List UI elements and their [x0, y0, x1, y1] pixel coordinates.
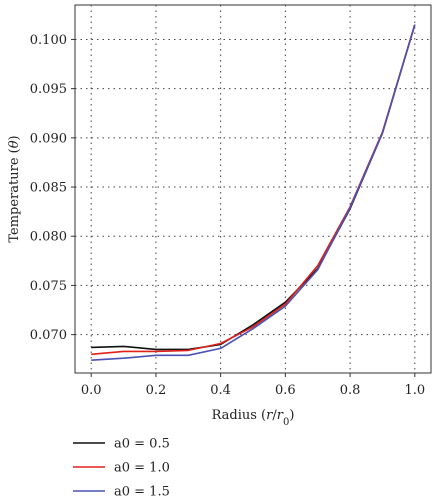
- x-axis-label-text: Radius (: [212, 408, 267, 423]
- legend-label-2: a0 = 1.0: [114, 461, 170, 476]
- x-axis-label-slash: /: [272, 408, 277, 423]
- x-axis-label-r: r: [266, 408, 273, 423]
- legend: a0 = 0.5 a0 = 1.0 a0 = 1.5: [73, 437, 170, 500]
- series-line-3: [91, 24, 416, 361]
- series-line-1: [91, 24, 416, 351]
- y-tick-label: 0.085: [30, 181, 67, 196]
- series-line-2: [91, 24, 416, 356]
- x-axis-label: Radius (r/r0): [212, 408, 295, 428]
- legend-label-1: a0 = 0.5: [114, 437, 170, 452]
- y-tick-label: 0.080: [30, 230, 67, 245]
- series-lines: [91, 24, 416, 361]
- y-axis-label-close: ): [7, 135, 22, 140]
- x-tick-label: 0.0: [81, 383, 102, 398]
- y-tick-label: 0.075: [30, 279, 67, 294]
- x-tick-label: 1.0: [404, 383, 425, 398]
- y-axis-label-theta: θ: [7, 140, 22, 148]
- x-axis-label-r0: r: [277, 408, 284, 423]
- legend-label-3: a0 = 1.5: [114, 485, 170, 500]
- x-tick-label: 0.2: [146, 383, 167, 398]
- x-tick-label: 0.6: [275, 383, 296, 398]
- x-axis-label-close: ): [289, 408, 294, 423]
- y-tick-label: 0.095: [30, 82, 67, 97]
- axis-ticks: 0.0 0.2 0.4 0.6 0.8 1.0 0.070 0.075 0.080 0.085 0.…: [30, 33, 425, 398]
- x-axis-label-sub: 0: [283, 417, 289, 428]
- y-tick-label: 0.100: [30, 33, 67, 48]
- y-axis-label: Temperature (θ): [7, 135, 22, 242]
- y-tick-label: 0.070: [30, 328, 67, 343]
- x-tick-label: 0.4: [210, 383, 231, 398]
- grid-lines: [75, 5, 431, 373]
- y-axis-label-text: Temperature (: [7, 148, 22, 242]
- plot-area-frame: [74, 4, 432, 374]
- x-tick-label: 0.8: [340, 383, 361, 398]
- y-tick-label: 0.090: [30, 131, 67, 146]
